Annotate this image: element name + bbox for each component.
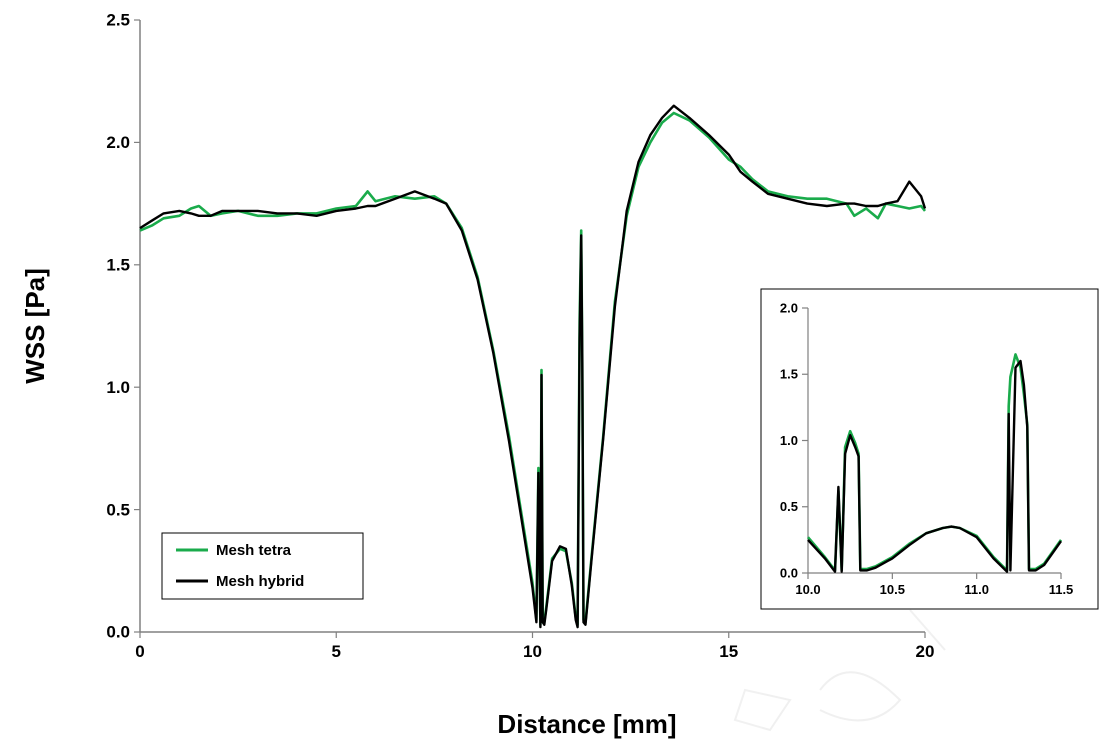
main-x-tick-label: 15	[719, 642, 738, 661]
main-x-tick-label: 20	[916, 642, 935, 661]
main-x-tick-label: 5	[332, 642, 341, 661]
legend: Mesh tetra Mesh hybrid	[161, 532, 364, 600]
main-plot: 0.0 0.5 1.0 1.5 2.0 2.5 0 5 10 15 20 Distance [mm]…	[20, 11, 934, 739]
main-series-group	[139, 104, 927, 629]
inset-y-tick-label: 2.0	[780, 300, 798, 315]
main-y-tick-label: 0.0	[106, 623, 130, 642]
x-axis-title: Distance [mm]	[497, 709, 676, 739]
inset-y-tick-label: 0.0	[780, 565, 798, 580]
main-series-line-mesh-hybrid	[139, 104, 927, 629]
inset-plot: 0.0 0.5 1.0 1.5 2.0 10.0 10.5 11.0 11.5	[760, 288, 1099, 610]
main-y-tick-label: 1.5	[106, 255, 130, 274]
legend-label-mesh-tetra: Mesh tetra	[216, 542, 292, 559]
main-y-tick-label: 2.0	[106, 133, 130, 152]
inset-frame	[760, 288, 1099, 610]
main-y-tick-label: 2.5	[106, 11, 130, 30]
inset-x-tick-label: 11.0	[964, 582, 989, 597]
inset-x-tick-label: 10.5	[880, 582, 905, 597]
inset-y-tick-label: 1.5	[780, 367, 798, 382]
main-y-tick-label: 1.0	[106, 378, 130, 397]
inset-series-line-mesh-hybrid	[807, 359, 1062, 573]
inset-series-group	[807, 353, 1063, 573]
inset-x-tick-label: 11.5	[1049, 582, 1074, 597]
watermark	[733, 609, 946, 732]
y-axis-title: WSS [Pa]	[20, 268, 50, 384]
inset-x-tick-label: 10.0	[795, 582, 820, 597]
inset-y-tick-label: 0.5	[780, 499, 798, 514]
inset-ticks: 0.0 0.5 1.0 1.5 2.0 10.0 10.5 11.0 11.5	[780, 300, 1073, 597]
legend-box	[161, 532, 364, 600]
main-x-tick-label: 10	[523, 642, 542, 661]
main-x-tick-label: 0	[135, 642, 144, 661]
main-y-tick-label: 0.5	[106, 500, 130, 519]
legend-label-mesh-hybrid: Mesh hybrid	[216, 573, 304, 590]
inset-y-tick-label: 1.0	[780, 433, 798, 448]
main-ticks: 0.0 0.5 1.0 1.5 2.0 2.5 0 5 10 15 20	[106, 11, 934, 661]
